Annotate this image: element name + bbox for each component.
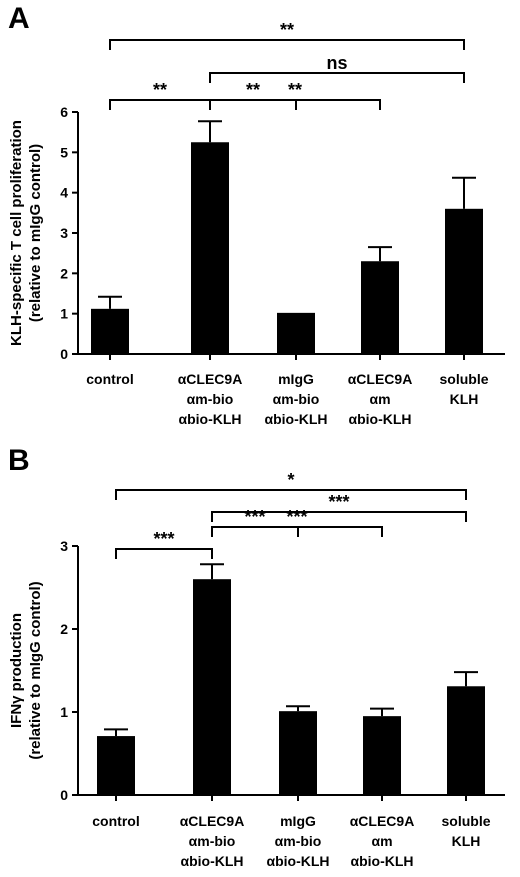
- x-category-label: αbio-KLH: [264, 411, 327, 427]
- x-category-label: soluble: [441, 813, 490, 829]
- y-tick-label: 3: [60, 538, 68, 554]
- bar: [363, 716, 401, 795]
- y-tick-label: 1: [60, 704, 68, 720]
- significance-bracket: [211, 526, 299, 537]
- significance-label: **: [288, 80, 302, 100]
- x-category-label: mIgG: [278, 371, 314, 387]
- x-category-label: αbio-KLH: [178, 411, 241, 427]
- panel-a: A 0 1 2 3 4 5 6 KLH-specific T cell proliferatio…: [8, 2, 505, 427]
- y-tick-label: 5: [60, 144, 68, 160]
- y-tick-label: 1: [60, 306, 68, 322]
- significance-label: ***: [153, 529, 174, 549]
- bar: [277, 312, 315, 354]
- y-tick-label: 3: [60, 225, 68, 241]
- y-tick-label: 2: [60, 621, 68, 637]
- panel-letter: B: [8, 444, 30, 477]
- significance-bracket: [115, 548, 213, 559]
- x-category-label: αbio-KLH: [180, 853, 243, 869]
- x-category-label: αbio-KLH: [350, 853, 413, 869]
- significance-label: *: [287, 470, 294, 490]
- x-category-label: αCLEC9A: [348, 371, 413, 387]
- x-category-label: αm-bio: [275, 833, 322, 849]
- y-axis-label: IFNγ production: [8, 613, 25, 728]
- x-category-label: αbio-KLH: [348, 411, 411, 427]
- x-category-label: control: [86, 371, 133, 387]
- y-tick-label: 0: [60, 346, 68, 362]
- y-tick-label: 4: [60, 185, 68, 201]
- x-category-label: KLH: [450, 391, 479, 407]
- panel-letter: A: [8, 2, 30, 35]
- significance-label: ***: [328, 492, 349, 512]
- x-category-label: KLH: [452, 833, 481, 849]
- significance-bracket: [115, 489, 467, 500]
- y-tick-label: 0: [60, 787, 68, 803]
- x-category-label: soluble: [439, 371, 488, 387]
- bar: [445, 208, 483, 354]
- x-category-label: αbio-KLH: [266, 853, 329, 869]
- panel-b: B 0 1 2 3 IFNγ production (relative to mIgG co…: [8, 444, 505, 869]
- x-category-label: αm-bio: [187, 391, 234, 407]
- bar: [91, 308, 129, 354]
- x-category-label: αm: [371, 833, 392, 849]
- y-tick-label: 2: [60, 265, 68, 281]
- x-category-label: αm: [369, 391, 390, 407]
- x-category-label: mIgG: [280, 813, 316, 829]
- significance-bracket: [109, 99, 211, 110]
- bar: [97, 736, 135, 795]
- x-category-label: αm-bio: [273, 391, 320, 407]
- significance-label: ***: [286, 507, 307, 527]
- significance-label: **: [246, 80, 260, 100]
- x-category-label: αCLEC9A: [350, 813, 415, 829]
- bar: [191, 142, 229, 354]
- bar: [193, 579, 231, 795]
- significance-label: ns: [326, 53, 347, 73]
- bar: [361, 261, 399, 354]
- x-category-label: control: [92, 813, 139, 829]
- y-axis-label: (relative to mIgG control): [27, 581, 44, 759]
- significance-label: ***: [244, 507, 265, 527]
- bar: [279, 711, 317, 795]
- significance-bracket: [109, 39, 465, 50]
- x-category-label: αCLEC9A: [180, 813, 245, 829]
- bar: [447, 686, 485, 795]
- significance-label: **: [280, 20, 294, 40]
- y-axis-label: (relative to mIgG control): [27, 144, 44, 322]
- y-axis-label: KLH-specific T cell proliferation: [8, 120, 25, 346]
- significance-label: **: [153, 80, 167, 100]
- x-category-label: αm-bio: [189, 833, 236, 849]
- y-tick-label: 6: [60, 104, 68, 120]
- significance-bracket: [209, 72, 465, 83]
- x-category-label: αCLEC9A: [178, 371, 243, 387]
- significance-bracket: [209, 99, 297, 110]
- significance-bracket: [211, 511, 467, 522]
